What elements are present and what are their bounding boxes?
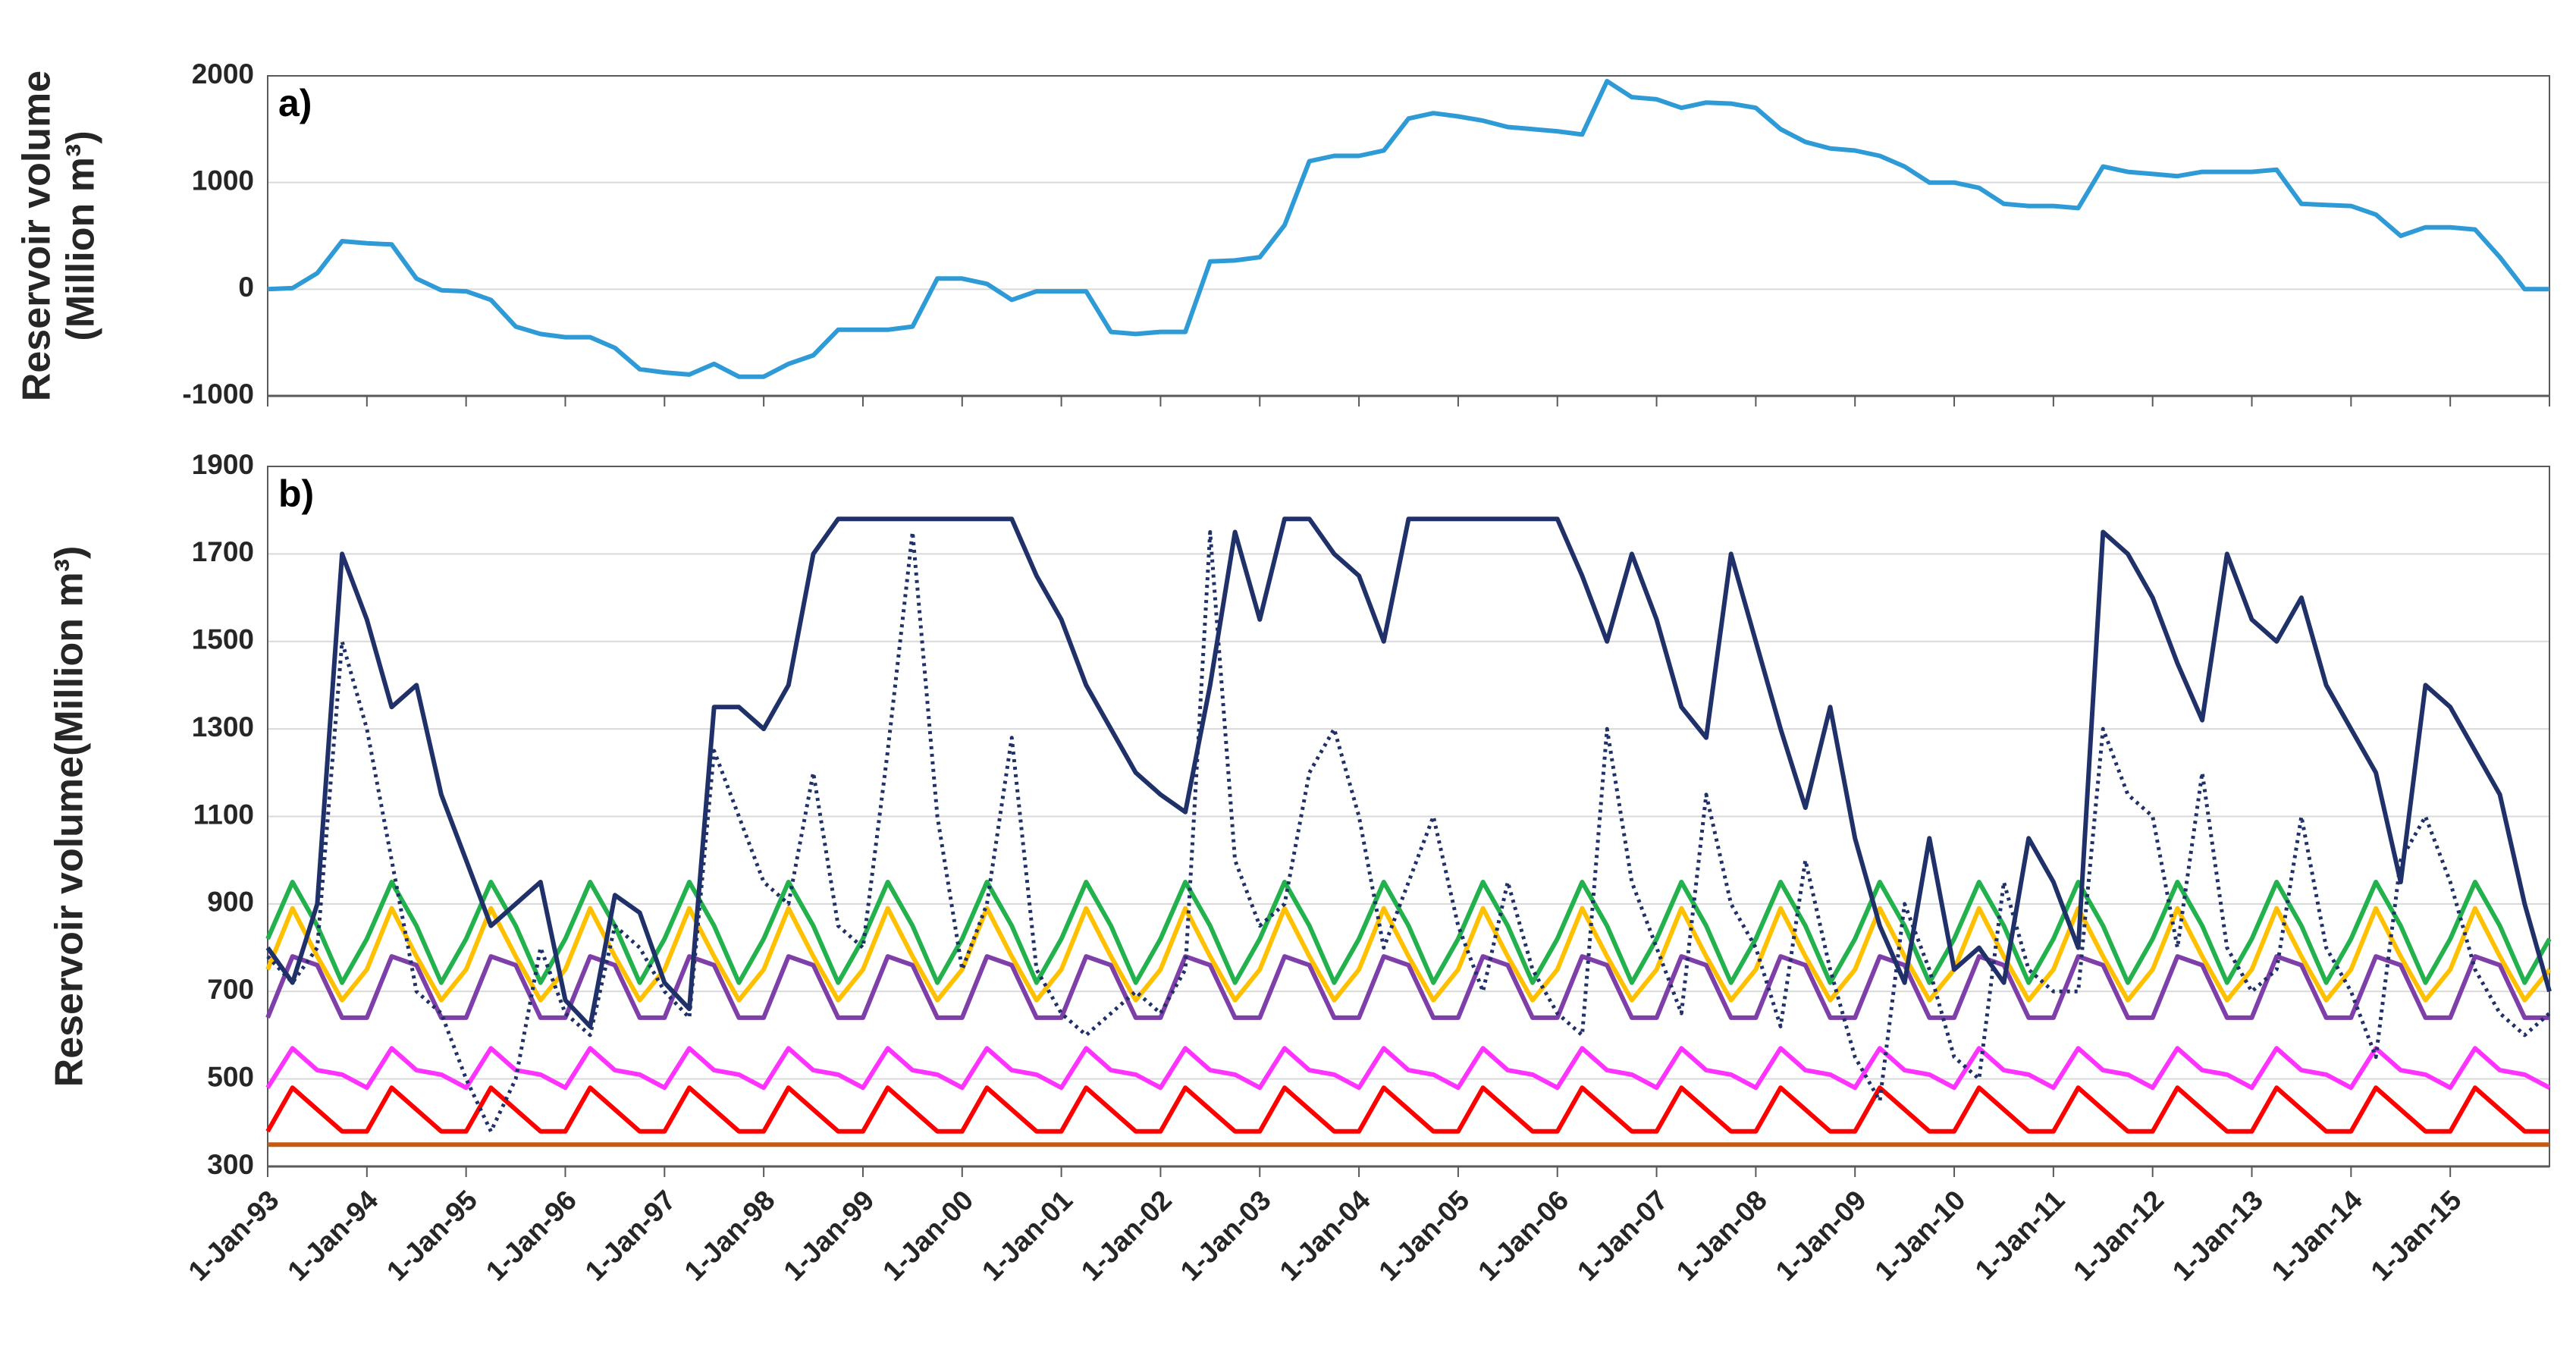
y-tick-label: 1100 bbox=[193, 799, 254, 830]
x-tick-label: 1-Jan-15 bbox=[2365, 1185, 2468, 1287]
x-tick-label: 1-Jan-96 bbox=[480, 1185, 582, 1287]
y-tick-label: -1000 bbox=[182, 378, 254, 410]
x-tick-label: 1-Jan-99 bbox=[777, 1185, 880, 1287]
y-axis-title: Reservoir volume bbox=[15, 71, 59, 401]
y-tick-label: 2000 bbox=[192, 58, 254, 89]
x-tick-label: 1-Jan-06 bbox=[1472, 1185, 1574, 1287]
x-tick-label: 1-Jan-02 bbox=[1075, 1185, 1178, 1287]
y-tick-label: 300 bbox=[207, 1149, 254, 1180]
data-line bbox=[265, 516, 2552, 1029]
x-tick-label: 1-Jan-07 bbox=[1571, 1185, 1674, 1287]
y-tick-label: 1700 bbox=[192, 536, 254, 567]
x-tick-label: 1-Jan-10 bbox=[1868, 1185, 1971, 1287]
x-tick-label: 1-Jan-03 bbox=[1175, 1185, 1277, 1287]
y-tick-label: 0 bbox=[238, 272, 254, 303]
x-tick-label: 1-Jan-95 bbox=[381, 1185, 483, 1287]
x-tick-label: 1-Jan-09 bbox=[1770, 1185, 1872, 1287]
x-tick-label: 1-Jan-12 bbox=[2067, 1185, 2170, 1287]
x-tick-label: 1-Jan-97 bbox=[579, 1185, 682, 1287]
y-axis-title: (Million m³) bbox=[59, 130, 103, 341]
y-axis-title: Reservoir volume(Million m³) bbox=[48, 546, 92, 1088]
y-tick-label: 1900 bbox=[192, 449, 254, 480]
x-tick-label: 1-Jan-08 bbox=[1671, 1185, 1773, 1287]
data-line bbox=[266, 530, 2551, 1134]
data-line bbox=[265, 954, 2549, 1020]
y-tick-label: 500 bbox=[207, 1061, 254, 1092]
x-tick-label: 1-Jan-01 bbox=[976, 1185, 1078, 1287]
panel-label: a) bbox=[278, 82, 312, 124]
data-line bbox=[267, 79, 2549, 379]
x-tick-label: 1-Jan-98 bbox=[679, 1185, 781, 1287]
y-tick-label: 900 bbox=[207, 887, 254, 918]
y-tick-label: 1500 bbox=[192, 624, 254, 655]
x-tick-label: 1-Jan-93 bbox=[182, 1185, 284, 1287]
panel-label: b) bbox=[278, 472, 314, 515]
x-tick-label: 1-Jan-05 bbox=[1373, 1185, 1475, 1287]
x-tick-label: 1-Jan-11 bbox=[1969, 1185, 2071, 1286]
x-tick-label: 1-Jan-00 bbox=[877, 1185, 979, 1287]
x-tick-label: 1-Jan-13 bbox=[2167, 1185, 2269, 1287]
x-tick-label: 1-Jan-04 bbox=[1274, 1184, 1376, 1286]
y-tick-label: 1000 bbox=[192, 165, 254, 196]
data-line bbox=[265, 1046, 2551, 1091]
data-line bbox=[265, 906, 2552, 1003]
y-tick-label: 1300 bbox=[192, 711, 254, 742]
y-tick-label: 700 bbox=[207, 974, 254, 1005]
x-tick-label: 1-Jan-94 bbox=[281, 1184, 384, 1286]
x-tick-label: 1-Jan-14 bbox=[2266, 1184, 2368, 1286]
data-line bbox=[265, 1085, 2549, 1134]
